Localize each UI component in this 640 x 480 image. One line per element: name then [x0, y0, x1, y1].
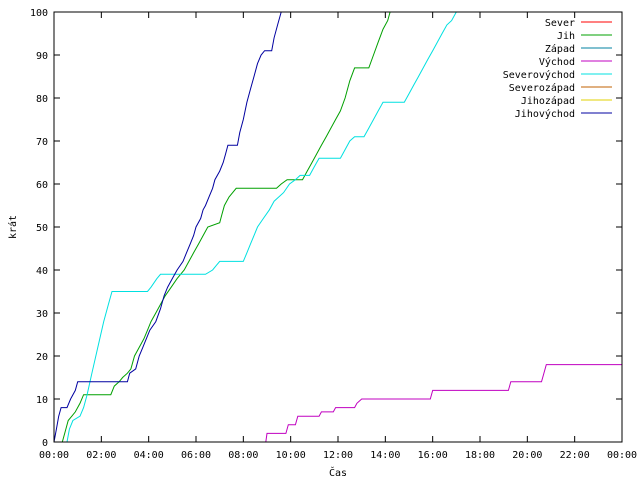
legend-label: Jih [557, 31, 575, 42]
legend: Sever JihZápadVýchodSeverovýchodSeverozáp… [503, 18, 612, 120]
series-line-7 [53, 11, 282, 443]
y-axis-ticks: 0 10 20 30 40 50 60 70 80 90 100 [30, 8, 622, 449]
x-tick-label: 04:00 [134, 450, 164, 461]
series-lines [53, 11, 622, 443]
x-tick-label: 02:00 [86, 450, 116, 461]
y-tick-label: 70 [36, 137, 48, 148]
y-tick-label: 30 [36, 309, 48, 320]
series-line-1 [61, 11, 391, 443]
legend-label: Sever [545, 18, 575, 29]
y-tick-label: 0 [42, 438, 48, 449]
plot-frame [53, 11, 623, 443]
x-tick-label: 06:00 [181, 450, 211, 461]
y-tick-label: 10 [36, 395, 48, 406]
series-line-4 [66, 11, 457, 443]
legend-label: Jihozápad [521, 95, 575, 107]
x-tick-label: 16:00 [418, 450, 448, 461]
x-tick-label: 10:00 [276, 450, 306, 461]
y-axis-label: krát [7, 215, 19, 239]
y-tick-label: 40 [36, 266, 48, 277]
y-tick-label: 20 [36, 352, 48, 363]
y-tick-label: 80 [36, 94, 48, 105]
legend-label: Západ [545, 43, 575, 55]
x-tick-label: 14:00 [370, 450, 400, 461]
legend-label: Severovýchod [503, 69, 575, 81]
x-tick-label: 08:00 [228, 450, 258, 461]
y-tick-label: 90 [36, 51, 48, 62]
legend-label: Východ [539, 56, 575, 68]
series-line-3 [265, 364, 622, 443]
x-tick-label: 12:00 [323, 450, 353, 461]
x-tick-label: 22:00 [560, 450, 590, 461]
x-tick-label: 18:00 [465, 450, 495, 461]
x-tick-label: 00:00 [607, 450, 637, 461]
y-tick-label: 50 [36, 223, 48, 234]
y-tick-label: 60 [36, 180, 48, 191]
x-tick-label: 20:00 [512, 450, 542, 461]
legend-label: Jihovýchod [515, 108, 575, 120]
x-axis-label: Čas [329, 466, 347, 479]
legend-label: Severozápad [509, 82, 575, 94]
x-axis-ticks: 00:00 02:00 04:00 06:00 08:00 10:00 12:00 14:00… [39, 12, 637, 461]
y-tick-label: 100 [30, 8, 48, 19]
x-tick-label: 00:00 [39, 450, 69, 461]
